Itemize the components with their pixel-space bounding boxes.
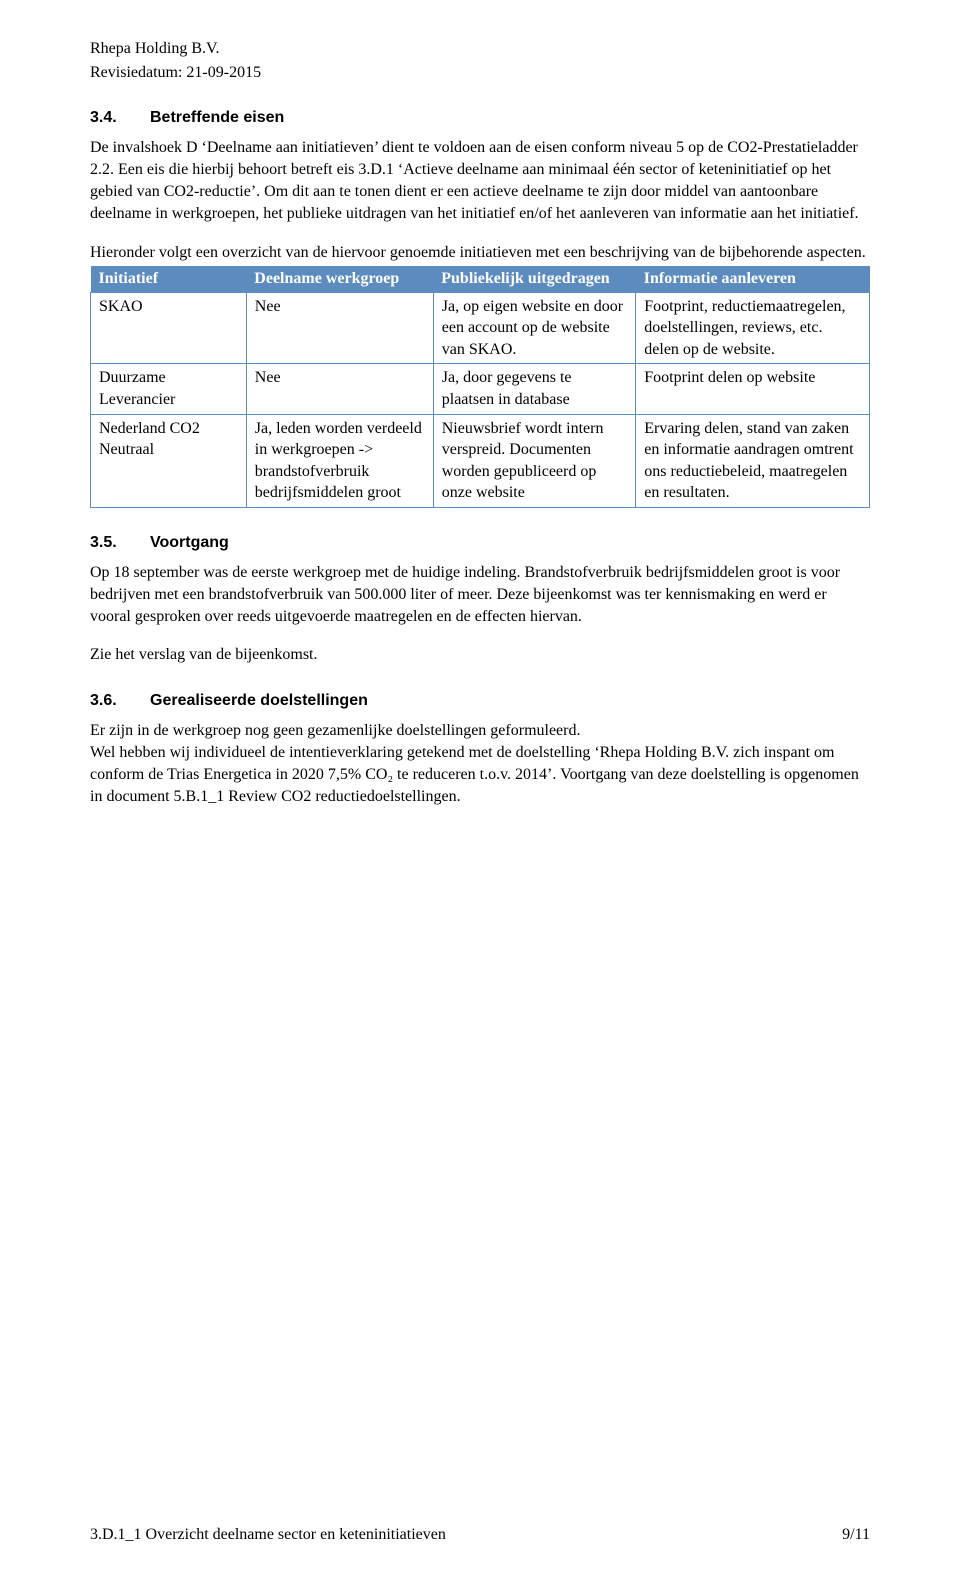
heading-3-5: 3.5.Voortgang bbox=[90, 534, 870, 552]
cell-informatie: Footprint, reductiemaatregelen, doelstel… bbox=[636, 292, 870, 364]
col-header-publiek: Publiekelijk uitgedragen bbox=[433, 266, 636, 293]
cell-deelname: Nee bbox=[246, 292, 433, 364]
heading-number: 3.5. bbox=[90, 534, 150, 552]
para-3-4-1: De invalshoek D ‘Deelname aan initiatiev… bbox=[90, 137, 870, 225]
heading-number: 3.6. bbox=[90, 692, 150, 710]
cell-initiatief: Nederland CO2 Neutraal bbox=[91, 414, 247, 507]
cell-initiatief: Duurzame Leverancier bbox=[91, 364, 247, 414]
heading-title: Voortgang bbox=[150, 534, 229, 551]
page: Rhepa Holding B.V. Revisiedatum: 21-09-2… bbox=[0, 0, 960, 1590]
table-row: SKAO Nee Ja, op eigen website en door ee… bbox=[91, 292, 870, 364]
para-3-5-2: Zie het verslag van de bijeenkomst. bbox=[90, 644, 870, 666]
doc-revision-date: Revisiedatum: 21-09-2015 bbox=[90, 62, 870, 84]
table-header-row: Initiatief Deelname werkgroep Publiekeli… bbox=[91, 266, 870, 293]
footer-doc-title: 3.D.1_1 Overzicht deelname sector en ket… bbox=[90, 1526, 446, 1544]
page-footer: 3.D.1_1 Overzicht deelname sector en ket… bbox=[90, 1526, 870, 1544]
cell-publiek: Ja, op eigen website en door een account… bbox=[433, 292, 636, 364]
col-header-deelname: Deelname werkgroep bbox=[246, 266, 433, 293]
heading-title: Betreffende eisen bbox=[150, 109, 284, 126]
table-row: Nederland CO2 Neutraal Ja, leden worden … bbox=[91, 414, 870, 507]
cell-informatie: Ervaring delen, stand van zaken en infor… bbox=[636, 414, 870, 507]
footer-page-number: 9/11 bbox=[842, 1526, 870, 1544]
doc-company: Rhepa Holding B.V. bbox=[90, 38, 870, 60]
heading-3-4: 3.4.Betreffende eisen bbox=[90, 109, 870, 127]
table-row: Duurzame Leverancier Nee Ja, door gegeve… bbox=[91, 364, 870, 414]
col-header-initiatief: Initiatief bbox=[91, 266, 247, 293]
para-3-5-1: Op 18 september was de eerste werkgroep … bbox=[90, 562, 870, 628]
initiatives-table: Initiatief Deelname werkgroep Publiekeli… bbox=[90, 266, 870, 508]
col-header-informatie: Informatie aanleveren bbox=[636, 266, 870, 293]
cell-initiatief: SKAO bbox=[91, 292, 247, 364]
cell-publiek: Ja, door gegevens te plaatsen in databas… bbox=[433, 364, 636, 414]
heading-3-6: 3.6.Gerealiseerde doelstellingen bbox=[90, 692, 870, 710]
heading-title: Gerealiseerde doelstellingen bbox=[150, 692, 368, 709]
heading-number: 3.4. bbox=[90, 109, 150, 127]
para-3-4-2: Hieronder volgt een overzicht van de hie… bbox=[90, 242, 870, 264]
cell-deelname: Ja, leden worden verdeeld in werkgroepen… bbox=[246, 414, 433, 507]
cell-publiek: Nieuwsbrief wordt intern verspreid. Docu… bbox=[433, 414, 636, 507]
cell-informatie: Footprint delen op website bbox=[636, 364, 870, 414]
cell-deelname: Nee bbox=[246, 364, 433, 414]
para-3-6-1: Er zijn in de werkgroep nog geen gezamen… bbox=[90, 720, 870, 808]
